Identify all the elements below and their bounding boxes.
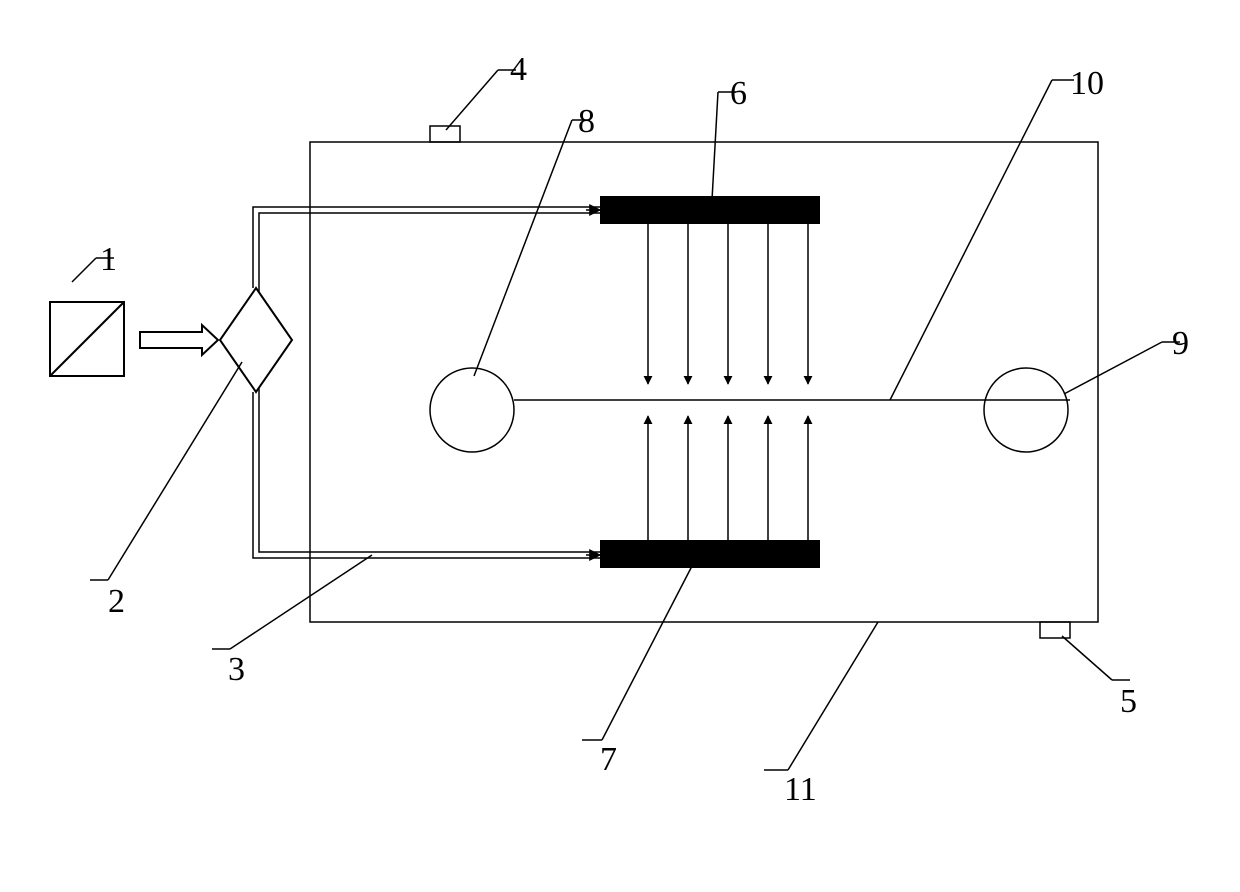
callout-label-8: 8 bbox=[578, 103, 595, 140]
callout-label-11: 11 bbox=[784, 771, 817, 808]
background bbox=[0, 0, 1240, 892]
emitter-bottom bbox=[600, 540, 820, 568]
callout-label-5: 5 bbox=[1120, 683, 1137, 720]
callout-label-4: 4 bbox=[510, 51, 527, 88]
callout-label-10: 10 bbox=[1070, 65, 1104, 102]
callout-label-9: 9 bbox=[1172, 325, 1189, 362]
callout-label-1: 1 bbox=[100, 241, 117, 278]
schematic-diagram: 1 2 3 4 5 6 7 8 9 10 11 bbox=[0, 0, 1240, 892]
callout-label-2: 2 bbox=[108, 583, 125, 620]
callout-label-6: 6 bbox=[730, 75, 747, 112]
callout-label-7: 7 bbox=[600, 741, 617, 778]
callout-label-3: 3 bbox=[228, 651, 245, 688]
emitter-top bbox=[600, 196, 820, 224]
